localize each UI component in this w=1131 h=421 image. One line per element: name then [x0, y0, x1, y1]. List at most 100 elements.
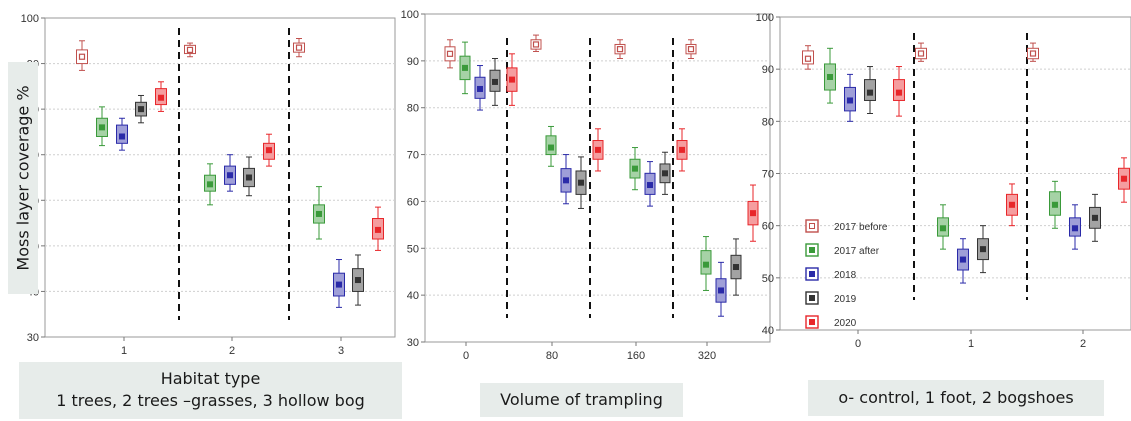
mean-marker — [295, 44, 303, 51]
plot-frame — [424, 13, 771, 343]
mean-marker — [446, 50, 454, 57]
y-axis-label: Moss layer coverage % — [13, 85, 33, 271]
mean-marker — [1009, 201, 1015, 208]
legend-marker — [809, 319, 815, 325]
mean-marker — [509, 76, 515, 83]
mean-marker — [462, 64, 468, 71]
shoes-label-box: o- control, 1 foot, 2 bogshoes — [808, 380, 1104, 416]
y-tick-label: 50 — [762, 273, 774, 285]
mean-marker — [119, 133, 125, 140]
mean-marker — [980, 246, 986, 253]
mean-marker — [158, 94, 164, 101]
mean-marker — [1092, 214, 1098, 221]
mean-marker — [867, 89, 873, 96]
y-tick-label: 50 — [407, 243, 419, 255]
y-tick-label: 100 — [756, 12, 774, 24]
mean-marker — [477, 85, 483, 92]
mean-marker — [532, 41, 540, 48]
x-tick-label: 160 — [627, 350, 645, 362]
legend-marker — [809, 295, 815, 301]
mean-marker — [804, 55, 812, 62]
mean-marker — [595, 146, 601, 153]
mean-marker — [336, 281, 342, 288]
mean-marker — [940, 225, 946, 232]
legend-marker — [809, 223, 815, 229]
mean-marker — [718, 287, 724, 294]
mean-marker — [896, 89, 902, 96]
y-axis-label-box: Moss layer coverage % — [8, 62, 38, 294]
mean-marker — [1029, 50, 1037, 57]
mean-marker — [578, 179, 584, 186]
y-tick-label: 40 — [407, 290, 419, 302]
mean-marker — [1072, 225, 1078, 232]
mean-marker — [847, 97, 853, 104]
trampling-label-box: Volume of trampling — [480, 383, 683, 417]
legend-marker — [809, 247, 815, 253]
mean-marker — [246, 174, 252, 181]
chart-panel-1: 30405060708090100123 — [21, 13, 396, 357]
x-tick-label: 1 — [968, 338, 974, 350]
x-tick-label: 1 — [121, 345, 127, 357]
trampling-label: Volume of trampling — [500, 390, 663, 409]
legend-marker — [809, 271, 815, 277]
y-tick-label: 60 — [762, 221, 774, 233]
mean-marker — [632, 165, 638, 172]
x-tick-label: 80 — [546, 350, 558, 362]
mean-marker — [750, 210, 756, 217]
y-tick-label: 30 — [407, 337, 419, 349]
y-tick-label: 100 — [21, 13, 39, 25]
legend-label: 2017 after — [834, 246, 880, 257]
mean-marker — [1121, 175, 1127, 182]
y-tick-label: 40 — [762, 325, 774, 337]
x-tick-label: 2 — [229, 345, 235, 357]
x-tick-label: 2 — [1080, 338, 1086, 350]
mean-marker — [703, 261, 709, 268]
legend-label: 2017 before — [834, 222, 888, 233]
mean-marker — [917, 50, 925, 57]
y-tick-label: 100 — [401, 9, 419, 21]
y-tick-label: 80 — [407, 103, 419, 115]
y-tick-label: 90 — [762, 64, 774, 76]
mean-marker — [99, 124, 105, 131]
legend-label: 2020 — [834, 318, 857, 329]
mean-marker — [647, 182, 653, 189]
mean-marker — [662, 170, 668, 177]
legend-label: 2019 — [834, 294, 857, 305]
shoes-label: o- control, 1 foot, 2 bogshoes — [838, 388, 1074, 407]
mean-marker — [616, 46, 624, 53]
y-tick-label: 70 — [407, 150, 419, 162]
y-tick-label: 90 — [407, 56, 419, 68]
mean-marker — [960, 256, 966, 263]
mean-marker — [679, 146, 685, 153]
mean-marker — [138, 106, 144, 113]
mean-marker — [1052, 201, 1058, 208]
mean-marker — [733, 264, 739, 271]
legend: 2017 before 2017 after 2018 2019 2020 — [805, 219, 888, 329]
legend-label: 2018 — [834, 270, 857, 281]
chart-panel-2: 30 40 50 60 70 80 90 100 0 80 160 320 — [401, 9, 771, 362]
mean-marker — [266, 147, 272, 154]
habitat-label-legend: 1 trees, 2 trees –grasses, 3 hollow bog — [56, 391, 365, 410]
y-tick-label: 80 — [762, 116, 774, 128]
mean-marker — [207, 181, 213, 188]
mean-marker — [687, 46, 695, 53]
x-tick-label: 0 — [463, 350, 469, 362]
y-tick-label: 30 — [27, 332, 39, 344]
mean-marker — [827, 73, 833, 80]
habitat-label-title: Habitat type — [160, 369, 261, 388]
mean-marker — [227, 172, 233, 179]
mean-marker — [548, 144, 554, 151]
y-tick-label: 70 — [762, 169, 774, 181]
mean-marker — [563, 177, 569, 184]
mean-marker — [186, 46, 194, 54]
x-tick-label: 320 — [698, 350, 716, 362]
habitat-label-box: Habitat type 1 trees, 2 trees –grasses, … — [19, 362, 402, 419]
y-tick-label: 60 — [407, 196, 419, 208]
mean-marker — [355, 277, 361, 284]
mean-marker — [78, 53, 86, 60]
x-tick-label: 0 — [855, 338, 861, 350]
x-tick-label: 3 — [338, 345, 344, 357]
mean-marker — [316, 210, 322, 217]
